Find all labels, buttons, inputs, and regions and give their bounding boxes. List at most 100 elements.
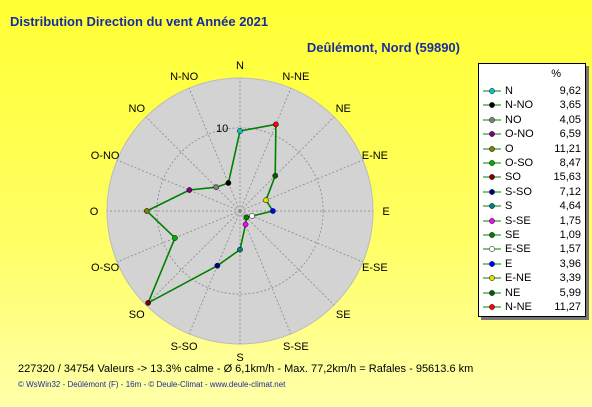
- direction-label-o-so: O-SO: [91, 262, 120, 274]
- legend-item-name: N-NE: [505, 301, 532, 313]
- rose-point-e-ne: [263, 197, 269, 204]
- legend-item-value: 3,39: [559, 272, 581, 285]
- legend-marker-icon: [483, 203, 501, 210]
- rose-point-so: [145, 300, 151, 306]
- rose-point-n-no: [225, 180, 232, 186]
- direction-label-n-ne: N-NE: [282, 71, 309, 83]
- rose-point-n: [237, 128, 243, 134]
- legend-item-name: O-SO: [505, 157, 534, 169]
- direction-label-n-no: N-NO: [170, 71, 199, 83]
- direction-label-e-ne: E-NE: [362, 150, 388, 162]
- rose-point-e-se: [249, 213, 255, 219]
- legend-marker-icon: [483, 217, 501, 224]
- rose-point-o-so: [172, 235, 178, 241]
- legend-item-o: O 11,21: [479, 142, 585, 157]
- direction-label-se: SE: [336, 309, 351, 321]
- legend-item-name: SO: [505, 171, 521, 184]
- legend-item-value: 11,21: [554, 142, 581, 155]
- legend: % N 9,62 N-NO 3,65 NO 4,05 O-NO 6,59 O 11,21 O-SO 8…: [478, 63, 586, 317]
- legend-item-o-no: O-NO 6,59: [479, 127, 585, 142]
- legend-item-name: NO: [505, 113, 522, 126]
- legend-item-name: S-SO: [505, 185, 532, 198]
- legend-marker-icon: [483, 131, 501, 138]
- legend-marker-icon: [483, 188, 501, 195]
- rose-point-e: [270, 208, 276, 214]
- legend-unit: %: [551, 68, 561, 80]
- footer-credits: © WsWin32 - Deûlémont (F) - 16m - © Deul…: [18, 380, 286, 389]
- direction-label-e-se: E-SE: [362, 262, 388, 274]
- rose-point-ne: [272, 172, 279, 179]
- legend-item-n: N 9,62: [479, 84, 585, 99]
- legend-item-value: 3,96: [559, 257, 581, 270]
- legend-item-name: N-NO: [505, 99, 534, 112]
- legend-item-name: E-SE: [505, 243, 531, 256]
- legend-item-value: 9,62: [559, 85, 581, 97]
- legend-item-name: SE: [505, 229, 520, 241]
- legend-marker-icon: [483, 88, 501, 94]
- legend-item-value: 3,65: [559, 99, 581, 112]
- direction-label-o: O: [90, 206, 99, 218]
- legend-item-value: 11,27: [554, 301, 581, 313]
- legend-item-name: E-NE: [505, 272, 532, 285]
- legend-item-value: 15,63: [553, 171, 581, 184]
- legend-item-name: O: [505, 142, 514, 155]
- chart-location: Deûlémont, Nord (59890): [306, 40, 460, 55]
- legend-marker-icon: [483, 160, 501, 166]
- rose-point-s-so: [214, 262, 221, 269]
- legend-item-value: 4,64: [559, 200, 581, 213]
- legend-marker-icon: [483, 304, 501, 310]
- rose-point-o: [143, 208, 150, 214]
- legend-item-value: 1,09: [559, 229, 581, 241]
- legend-marker-icon: [483, 275, 501, 282]
- legend-item-value: 7,12: [559, 185, 581, 198]
- legend-marker-icon: [483, 102, 501, 109]
- legend-item-value: 8,47: [559, 157, 581, 169]
- legend-item-n-ne: N-NE 11,27: [479, 300, 585, 315]
- direction-label-s-so: S-SO: [171, 341, 198, 353]
- legend-item-o-so: O-SO 8,47: [479, 156, 585, 171]
- legend-item-name: N: [505, 85, 513, 97]
- legend-item-no: NO 4,05: [479, 113, 585, 128]
- rose-point-n-ne: [273, 121, 279, 128]
- legend-item-name: NE: [505, 286, 521, 299]
- direction-label-o-no: O-NO: [91, 150, 120, 162]
- grid-ring-10: [156, 127, 324, 295]
- legend-marker-icon: [483, 174, 501, 181]
- legend-item-ne: NE 5,99: [479, 286, 585, 301]
- legend-marker-icon: [483, 232, 501, 238]
- legend-item-so: SO 15,63: [479, 170, 585, 185]
- legend-item-name: E: [505, 257, 513, 270]
- legend-item-n-no: N-NO 3,65: [479, 98, 585, 113]
- legend-marker-icon: [483, 145, 501, 152]
- direction-label-ne: NE: [336, 103, 351, 115]
- legend-item-e: E 3,96: [479, 257, 585, 272]
- legend-item-value: 5,99: [559, 286, 581, 299]
- legend-item-name: S: [505, 200, 513, 213]
- legend-item-name: S-SE: [505, 214, 531, 227]
- legend-marker-icon: [483, 289, 501, 296]
- direction-label-s: S: [236, 352, 243, 364]
- legend-item-s-so: S-SO 7,12: [479, 185, 585, 200]
- rose-point-s-se: [242, 221, 249, 228]
- direction-label-n: N: [236, 60, 244, 72]
- legend-item-value: 6,59: [559, 128, 581, 141]
- direction-label-e: E: [382, 206, 389, 218]
- legend-item-value: 1,75: [559, 214, 581, 227]
- legend-marker-icon: [483, 116, 501, 123]
- direction-label-s-se: S-SE: [283, 341, 309, 353]
- legend-item-value: 1,57: [559, 243, 581, 256]
- rose-point-se: [243, 214, 250, 221]
- direction-label-so: SO: [129, 309, 145, 321]
- scale-label-10: 10: [216, 123, 228, 135]
- rose-point-s: [237, 246, 243, 253]
- rose-point-no: [213, 184, 220, 191]
- legend-item-name: O-NO: [505, 128, 534, 141]
- legend-marker-icon: [483, 246, 501, 253]
- legend-item-se: SE 1,09: [479, 228, 585, 243]
- legend-item-s: S 4,64: [479, 199, 585, 214]
- legend-item-s-se: S-SE 1,75: [479, 214, 585, 229]
- legend-marker-icon: [483, 260, 501, 267]
- stats-line: 227320 / 34754 Valeurs -> 13.3% calme - …: [18, 363, 474, 375]
- legend-item-e-se: E-SE 1,57: [479, 242, 585, 257]
- legend-item-e-ne: E-NE 3,39: [479, 271, 585, 286]
